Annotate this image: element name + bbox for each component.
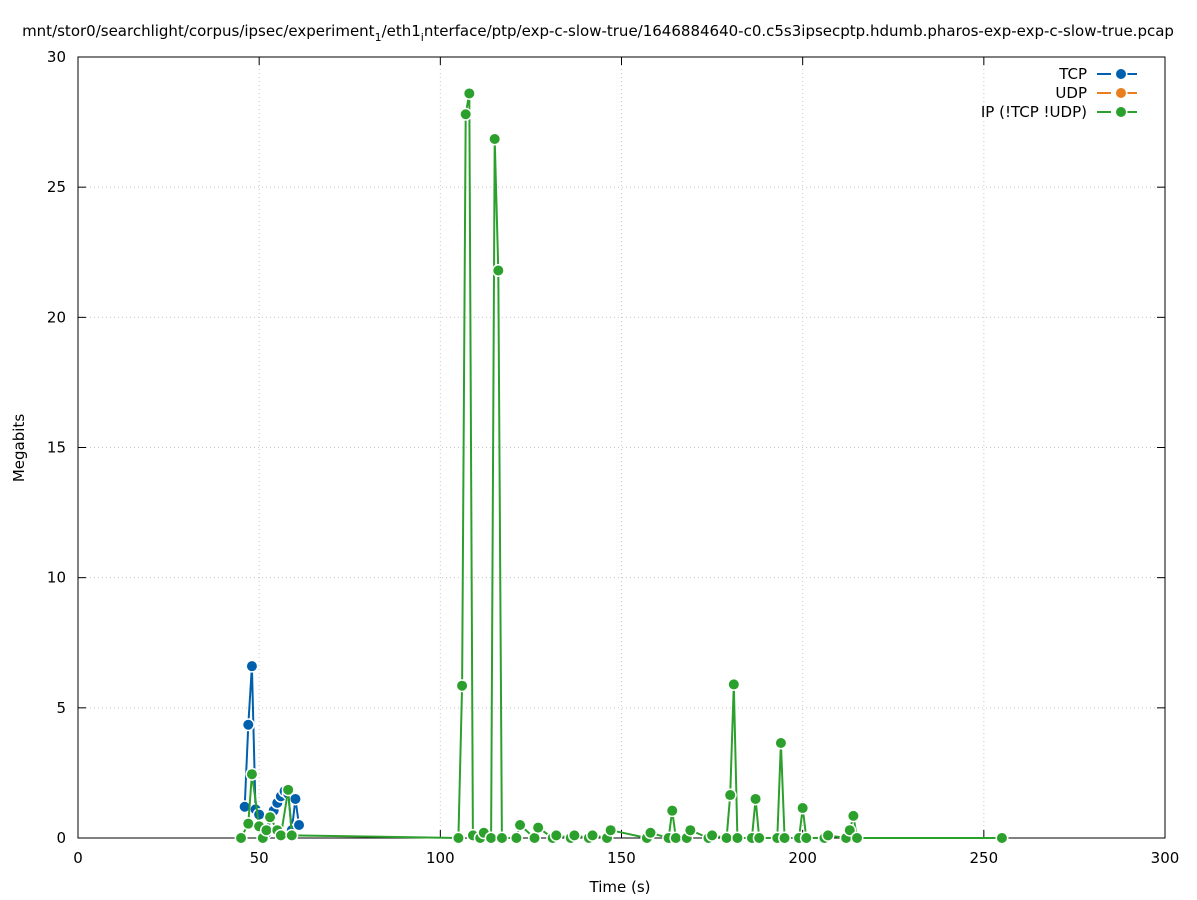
- x-tick-label: 0: [73, 849, 83, 867]
- data-point: [243, 719, 254, 730]
- data-point: [243, 818, 254, 829]
- grid: [78, 57, 1165, 838]
- data-point: [844, 825, 855, 836]
- x-tick-label: 300: [1151, 849, 1180, 867]
- data-point: [721, 833, 732, 843]
- data-point: [667, 805, 678, 816]
- data-point: [801, 833, 812, 843]
- data-point: [848, 810, 859, 821]
- data-point: [460, 109, 471, 120]
- data-point: [246, 661, 257, 672]
- data-point: [750, 793, 761, 804]
- data-point: [294, 819, 305, 830]
- data-point: [725, 790, 736, 801]
- plot-frame: [77, 56, 1166, 839]
- data-point: [239, 801, 250, 812]
- data-point: [533, 822, 544, 833]
- data-point: [275, 830, 286, 841]
- x-tick-label: 250: [970, 849, 999, 867]
- legend-marker: [1116, 107, 1126, 117]
- data-point: [265, 812, 276, 823]
- chart-title: mnt/stor0/searchlight/corpus/ipsec/exper…: [22, 22, 1174, 44]
- y-tick-label: 5: [56, 699, 66, 717]
- x-tick-label: 150: [607, 849, 636, 867]
- data-point: [670, 833, 681, 843]
- data-point: [685, 825, 696, 836]
- data-point: [728, 679, 739, 690]
- data-point: [290, 793, 301, 804]
- legend-marker: [1116, 88, 1126, 98]
- x-tick-label: 50: [250, 849, 269, 867]
- data-point: [754, 833, 765, 843]
- y-tick-label: 20: [47, 308, 66, 326]
- y-tick-label: 10: [47, 569, 66, 587]
- data-point: [515, 819, 526, 830]
- data-point: [996, 833, 1007, 843]
- data-point: [236, 833, 247, 843]
- series: [234, 86, 1009, 845]
- x-tick-label: 200: [788, 849, 817, 867]
- axes: [77, 56, 1166, 839]
- data-point: [587, 830, 598, 841]
- data-point: [511, 833, 522, 843]
- data-point: [496, 833, 507, 843]
- y-tick-label: 15: [47, 439, 66, 457]
- legend-marker: [1116, 69, 1126, 79]
- data-point: [797, 803, 808, 814]
- data-point: [261, 825, 272, 836]
- x-tick-label: 100: [426, 849, 455, 867]
- data-point: [493, 265, 504, 276]
- data-point: [645, 827, 656, 838]
- data-point: [569, 830, 580, 841]
- data-point: [254, 809, 265, 820]
- legend-label: IP (!TCP !UDP): [981, 103, 1087, 121]
- data-point: [464, 88, 475, 99]
- data-point: [283, 784, 294, 795]
- data-point: [489, 134, 500, 145]
- data-point: [732, 833, 743, 843]
- y-tick-label: 25: [47, 178, 66, 196]
- ticks: 0 50 100 150 200 250 300 0 5 10 15 20 25 30: [47, 48, 1179, 867]
- x-axis-title: Time (s): [589, 878, 651, 896]
- data-point: [852, 833, 863, 843]
- data-point: [779, 833, 790, 843]
- data-point: [551, 830, 562, 841]
- data-point: [605, 825, 616, 836]
- y-axis-title: Megabits: [10, 414, 28, 482]
- series-2: [234, 86, 1009, 845]
- y-tick-label: 30: [47, 48, 66, 66]
- legend-label: UDP: [1055, 84, 1087, 102]
- data-point: [246, 769, 257, 780]
- data-point: [286, 830, 297, 841]
- data-point: [823, 830, 834, 841]
- data-point: [529, 833, 540, 843]
- data-point: [453, 833, 464, 843]
- data-point: [486, 833, 497, 843]
- y-tick-label: 0: [56, 829, 66, 847]
- data-point: [775, 737, 786, 748]
- data-point: [707, 830, 718, 841]
- legend-label: TCP: [1058, 65, 1087, 83]
- data-point: [457, 680, 468, 691]
